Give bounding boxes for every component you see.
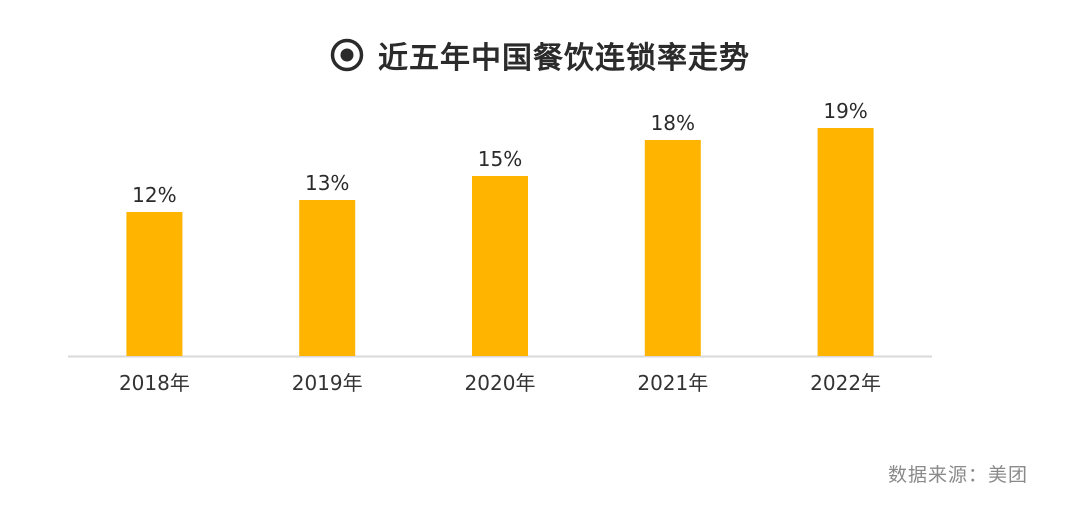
bar-4 xyxy=(644,140,701,356)
x-tick-label-4: 2021年 xyxy=(637,371,708,395)
data-label-2: 13% xyxy=(305,171,349,195)
bar-1 xyxy=(126,212,183,356)
bar-3 xyxy=(472,176,528,356)
bar-2 xyxy=(299,200,356,356)
x-tick-label-3: 2020年 xyxy=(465,371,536,395)
chart-title: 近五年中国餐饮连锁率走势 xyxy=(378,41,750,76)
data-label-1: 12% xyxy=(132,183,176,207)
x-tick-label-5: 2022年 xyxy=(810,371,881,395)
data-label-5: 19% xyxy=(823,99,867,123)
bar-5 xyxy=(817,128,874,356)
data-label-4: 18% xyxy=(651,111,695,135)
chart-title-row: 近五年中国餐饮连锁率走势 xyxy=(0,30,1080,80)
x-tick-label-1: 2018年 xyxy=(119,371,190,395)
data-source-note: 数据来源：美团 xyxy=(887,464,1028,486)
target-icon xyxy=(330,38,364,72)
data-label-3: 15% xyxy=(478,147,522,171)
x-tick-label-2: 2019年 xyxy=(292,371,363,395)
